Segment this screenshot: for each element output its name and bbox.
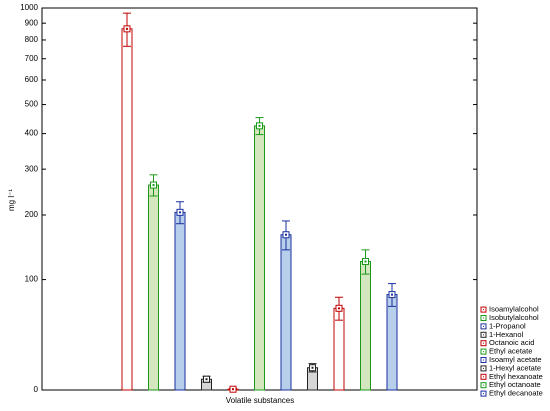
legend-dot — [483, 351, 484, 353]
y-axis-label: mg l⁻¹ — [7, 189, 16, 211]
legend-dot — [483, 334, 484, 336]
legend-label: 1-Propanol — [489, 321, 526, 330]
y-tick-label: 500 — [25, 100, 39, 109]
bar — [254, 125, 265, 391]
legend-dot — [483, 367, 484, 369]
legend-label: Ethyl octanoate — [489, 380, 541, 389]
legend-label: Isobutylalcohol — [489, 313, 539, 322]
legend-dot — [483, 309, 484, 311]
y-tick-label: 400 — [25, 129, 39, 138]
y-tick-label: 300 — [25, 164, 39, 173]
mean-dot — [179, 211, 181, 214]
bar — [386, 294, 398, 391]
y-tick-label: 900 — [25, 18, 39, 27]
bar — [174, 211, 186, 391]
y-tick-label: 100 — [25, 275, 39, 284]
legend-dot — [483, 317, 484, 319]
mean-dot — [391, 293, 393, 296]
legend-dot — [483, 393, 484, 395]
y-tick-label: 700 — [25, 54, 39, 63]
y-tick-label: 600 — [25, 75, 39, 84]
y-tick-label: 800 — [25, 35, 39, 44]
bar — [280, 234, 292, 391]
legend-dot — [483, 376, 484, 378]
mean-dot — [126, 27, 128, 30]
legend-dot — [483, 359, 484, 361]
legend: IsoamylalcoholIsobutylalcohol1-Propanol1… — [480, 305, 543, 398]
mean-dot — [285, 233, 287, 236]
bar — [360, 261, 371, 391]
bar — [148, 184, 159, 391]
legend-label: 1-Hexanol — [489, 330, 524, 339]
legend-label: Isoamylalcohol — [489, 305, 539, 314]
y-tick-label: 1000 — [20, 3, 38, 12]
legend-label: Ethyl hexanoate — [489, 372, 543, 381]
mean-dot — [338, 307, 340, 310]
legend-dot — [483, 384, 484, 386]
mean-dot — [152, 184, 155, 187]
legend-label: Ethyl acetate — [489, 347, 532, 356]
legend-label: Octanoic acid — [489, 338, 534, 347]
legend-label: Isoamyl acetate — [489, 355, 542, 364]
legend-dot — [483, 325, 484, 327]
legend-dot — [483, 342, 484, 344]
y-tick-label: 200 — [25, 210, 39, 219]
mean-dot — [258, 124, 261, 127]
y-tick-label: 0 — [34, 385, 39, 394]
mean-dot — [205, 378, 208, 381]
legend-label: 1-Hexyl acetate — [489, 363, 541, 372]
mean-dot — [232, 388, 234, 391]
legend-label: Ethyl decanoate — [489, 389, 543, 398]
mean-dot — [311, 366, 314, 369]
mean-dot — [364, 260, 367, 263]
x-axis-label: Volatile substances — [226, 396, 295, 405]
bar — [121, 28, 133, 391]
